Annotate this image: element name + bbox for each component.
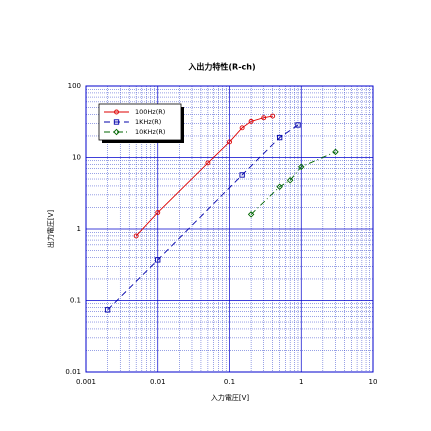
x-tick-label: 1 xyxy=(299,378,303,386)
y-tick-label: 10 xyxy=(72,154,81,162)
legend-label: 1KHz(R) xyxy=(135,118,161,126)
point xyxy=(248,118,254,124)
legend-label: 10KHz(R) xyxy=(135,128,165,136)
chart-title: 入出力特性(R-ch) xyxy=(187,62,255,72)
series-line xyxy=(107,124,299,311)
legend xyxy=(98,103,182,141)
point xyxy=(155,257,161,263)
point xyxy=(114,109,119,115)
point xyxy=(133,233,139,239)
x-axis-label: 入力電圧[V] xyxy=(211,393,250,402)
x-tick-label: 10 xyxy=(369,378,378,386)
point xyxy=(113,119,120,125)
point xyxy=(104,307,111,313)
point xyxy=(270,113,276,119)
point xyxy=(155,210,161,215)
y-tick-label: 0.1 xyxy=(70,297,81,305)
point xyxy=(261,115,267,121)
series-line xyxy=(250,151,336,215)
point xyxy=(332,148,339,156)
point xyxy=(239,125,245,131)
y-tick-label: 1 xyxy=(77,225,81,233)
point xyxy=(277,134,283,141)
y-tick-label: 100 xyxy=(68,82,81,90)
plot-frame xyxy=(85,85,374,373)
point xyxy=(205,160,211,166)
point xyxy=(247,211,255,218)
point xyxy=(239,172,245,178)
x-tick-label: 0.1 xyxy=(224,378,235,386)
point xyxy=(286,177,294,184)
legend-label: 100Hz(R) xyxy=(135,108,165,116)
point xyxy=(298,163,305,171)
x-tick-label: 0.01 xyxy=(150,378,166,386)
point xyxy=(113,128,120,136)
point xyxy=(276,183,283,190)
point xyxy=(295,122,301,128)
y-tick-label: 0.01 xyxy=(65,368,81,376)
y-axis-label: 出力電圧[V] xyxy=(46,210,55,249)
point xyxy=(227,139,232,145)
x-tick-label: 0.001 xyxy=(76,378,96,386)
